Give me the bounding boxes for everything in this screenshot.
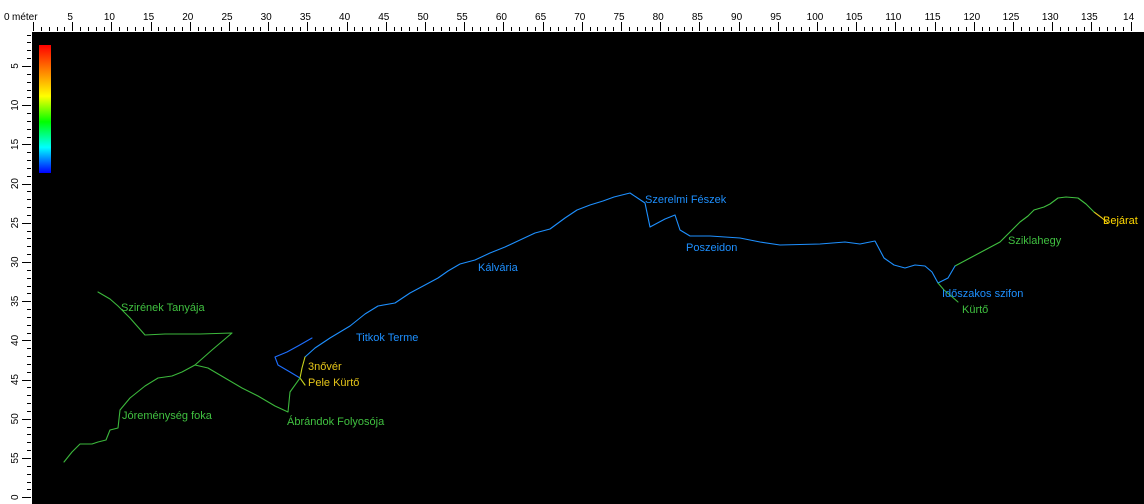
survey-line-lower: [63, 364, 301, 463]
v-ruler-tick-label: 0: [10, 494, 21, 500]
survey-line-sirens: [97, 291, 233, 366]
station-labels: Bejárat Sziklahegy Időszakos szifon Kürt…: [121, 194, 1138, 428]
station-label-idoszakos-szifon[interactable]: Időszakos szifon: [942, 288, 1023, 300]
station-label-szirenek-tanyaja[interactable]: Szirének Tanyája: [121, 302, 205, 314]
station-label-abrandok-folyosoja[interactable]: Ábrándok Folyosója: [287, 415, 385, 428]
h-ruler-tick-label: 100: [807, 12, 824, 23]
survey-line-branch-blue: [274, 337, 313, 379]
survey-line-3nover: [299, 356, 306, 386]
v-ruler-tick-label: 35: [10, 295, 21, 307]
station-label-titkok-terme[interactable]: Titkok Terme: [356, 332, 418, 344]
h-ruler-tick-label: 85: [692, 12, 704, 23]
survey-line-sziklahegy: [954, 196, 1095, 267]
v-ruler-tick-label: 15: [10, 138, 21, 150]
h-ruler-tick-label: 105: [846, 12, 863, 23]
h-ruler-tick-label: 120: [963, 12, 980, 23]
station-label-kalvaria[interactable]: Kálvária: [478, 262, 519, 274]
h-ruler-tick-label: 70: [574, 12, 586, 23]
h-ruler-tick-label: 135: [1081, 12, 1098, 23]
left-ruler: [0, 0, 32, 504]
station-label-poszeidon[interactable]: Poszeidon: [686, 242, 737, 254]
depth-color-scale: [39, 45, 51, 173]
h-ruler-tick-label: 5: [67, 12, 73, 23]
v-ruler-tick-label: 10: [10, 99, 21, 111]
ruler-unit-label: méter: [12, 12, 38, 23]
h-ruler-tick-label: 30: [261, 12, 273, 23]
survey-line-kurto: [937, 282, 959, 303]
h-ruler-tick-label: 80: [653, 12, 665, 23]
v-ruler-tick-label: 20: [10, 178, 21, 190]
h-ruler-tick-label: 40: [339, 12, 351, 23]
station-label-pele-kurto[interactable]: Pele Kürtő: [308, 377, 359, 389]
h-ruler-tick-label: 60: [496, 12, 508, 23]
h-ruler-tick-label: 14: [1123, 12, 1135, 23]
h-ruler-tick-label: 75: [613, 12, 625, 23]
station-label-kurto[interactable]: Kürtő: [962, 304, 988, 316]
survey-line-main: [304, 192, 956, 358]
v-ruler-tick-label: 50: [10, 413, 21, 425]
h-ruler-tick-label: 15: [143, 12, 155, 23]
survey-lines: [63, 192, 1109, 463]
v-ruler-tick-label: 40: [10, 334, 21, 346]
h-ruler-tick-label: 95: [770, 12, 782, 23]
h-ruler-tick-label: 0: [4, 12, 10, 23]
v-ruler-tick-label: 25: [10, 217, 21, 229]
station-label-sziklahegy[interactable]: Sziklahegy: [1008, 235, 1062, 247]
v-ruler-tick-label: 5: [10, 63, 21, 69]
h-ruler-tick-label: 50: [417, 12, 429, 23]
h-ruler-tick-label: 65: [535, 12, 547, 23]
station-label-3nover[interactable]: 3nővér: [308, 361, 342, 373]
h-ruler-tick-label: 35: [300, 12, 312, 23]
h-ruler-tick-label: 20: [182, 12, 194, 23]
station-label-joremenyseg-foka[interactable]: Jóreménység foka: [122, 410, 213, 422]
h-ruler-tick-label: 125: [1003, 12, 1020, 23]
horizontal-ruler: 5 10 15 20 25 30 35 40 45 50 55 60 65 70 75 80 85 90 95 100…: [4, 12, 1135, 31]
h-ruler-tick-label: 130: [1042, 12, 1059, 23]
vertical-ruler: 5 10 15 20 25 30 35 40 45 50 55 0: [10, 35, 31, 500]
h-ruler-tick-label: 55: [457, 12, 469, 23]
h-ruler-tick-label: 10: [104, 12, 116, 23]
station-label-szerelmi-feszek[interactable]: Szerelmi Fészek: [645, 194, 727, 206]
station-label-bejarat[interactable]: Bejárat: [1103, 215, 1138, 227]
h-ruler-tick-label: 110: [885, 12, 901, 23]
survey-line-entrance: [1093, 211, 1109, 224]
h-ruler-tick-label: 90: [731, 12, 743, 23]
plot-area[interactable]: [32, 32, 1144, 504]
h-ruler-tick-label: 45: [378, 12, 390, 23]
h-ruler-tick-label: 115: [925, 12, 941, 23]
h-ruler-tick-label: 25: [221, 12, 233, 23]
v-ruler-tick-label: 30: [10, 256, 21, 268]
v-ruler-tick-label: 55: [10, 452, 21, 464]
v-ruler-tick-label: 45: [10, 374, 21, 386]
